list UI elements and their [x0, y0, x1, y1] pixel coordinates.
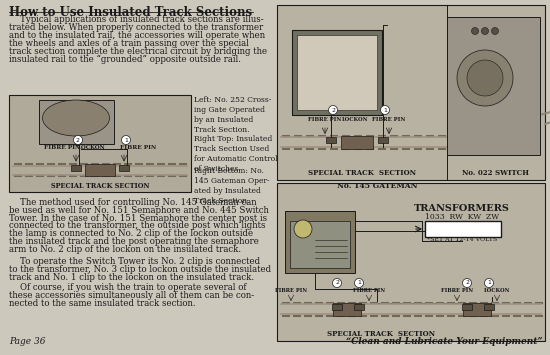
Circle shape	[485, 279, 493, 288]
Circle shape	[328, 105, 338, 115]
Text: 2: 2	[335, 280, 339, 285]
Text: The method used for controlling No. 145 Gateman can: The method used for controlling No. 145 …	[9, 198, 257, 207]
Bar	[462, 304, 472, 310]
Circle shape	[381, 105, 389, 115]
Text: and to the insulated rail, the accessories will operate when: and to the insulated rail, the accessori…	[9, 31, 265, 40]
Text: FIBRE PIN: FIBRE PIN	[309, 117, 342, 122]
Circle shape	[481, 27, 488, 34]
Text: FIBRE PIN: FIBRE PIN	[120, 145, 156, 150]
Text: Of course, if you wish the train to operate several of: Of course, if you wish the train to oper…	[9, 283, 246, 292]
Text: the lamp is connected to No. 2 clip of the lockon outside: the lamp is connected to No. 2 clip of t…	[9, 229, 253, 238]
Circle shape	[471, 27, 478, 34]
Bar	[277, 5, 545, 180]
Bar	[447, 17, 540, 155]
Bar	[9, 95, 191, 192]
Text: TRANSFORMERS: TRANSFORMERS	[414, 204, 510, 213]
Bar	[332, 304, 342, 310]
Text: FIBRE PIN: FIBRE PIN	[441, 288, 473, 293]
Text: 1: 1	[487, 280, 491, 285]
Text: B': B'	[466, 224, 478, 234]
Bar	[326, 137, 336, 143]
Text: 2: 2	[465, 280, 469, 285]
Text: Right Top: Insulated
Track Section Used
for Automatic Control
of Switches.: Right Top: Insulated Track Section Used …	[194, 135, 278, 173]
Bar	[119, 165, 129, 171]
Text: FIBRE PIN: FIBRE PIN	[44, 145, 80, 150]
Bar	[425, 221, 501, 237]
Text: the insulated track and the post operating the semaphore: the insulated track and the post operati…	[9, 237, 259, 246]
Bar	[341, 136, 373, 148]
Bar	[285, 211, 355, 273]
Circle shape	[492, 27, 498, 34]
Text: track section complete the electrical circuit by bridging the: track section complete the electrical ci…	[9, 47, 267, 56]
Text: 1: 1	[383, 108, 387, 113]
Ellipse shape	[42, 100, 109, 136]
Bar	[71, 165, 81, 171]
Text: SPECIAL TRACK  SECTION: SPECIAL TRACK SECTION	[308, 169, 416, 177]
Text: *SET AT 12-14 VOLTS: *SET AT 12-14 VOLTS	[427, 237, 497, 242]
Text: FIBRE PIN: FIBRE PIN	[353, 288, 385, 293]
Circle shape	[294, 220, 312, 238]
Text: these accessories simultaneously all of them can be con-: these accessories simultaneously all of …	[9, 291, 254, 300]
Text: to the transformer, No. 3 clip to lockon outside the insulated: to the transformer, No. 3 clip to lockon…	[9, 265, 271, 274]
Bar	[297, 35, 377, 110]
Text: nected to the same insulated track section.: nected to the same insulated track secti…	[9, 299, 196, 307]
Text: LOCKON: LOCKON	[342, 117, 369, 122]
Text: LOCKON: LOCKON	[484, 288, 510, 293]
Circle shape	[122, 136, 130, 144]
Text: 1033  RW  KW  ZW: 1033 RW KW ZW	[425, 213, 499, 221]
Bar	[354, 304, 364, 310]
Text: SPECIAL TRACK  SECTION: SPECIAL TRACK SECTION	[327, 330, 435, 338]
Bar	[39, 100, 114, 144]
Text: LOCKON: LOCKON	[78, 145, 106, 150]
Text: the wheels and axles of a train passing over the special: the wheels and axles of a train passing …	[9, 39, 249, 48]
Text: D: D	[449, 224, 458, 234]
Text: arm to No. 2 clip of the lockon on the insulated track.: arm to No. 2 clip of the lockon on the i…	[9, 245, 241, 254]
Bar	[463, 302, 491, 316]
Text: I.S.: I.S.	[96, 168, 104, 173]
Circle shape	[355, 279, 364, 288]
Text: Page 36: Page 36	[9, 337, 46, 346]
Text: 2: 2	[331, 108, 335, 113]
Bar	[85, 164, 115, 176]
Text: How to Use Insulated Track Sections: How to Use Insulated Track Sections	[9, 6, 252, 19]
Text: trated below. When properly connected to the transformer: trated below. When properly connected to…	[9, 23, 263, 32]
Text: ALTERNATE ROUTE
FOR WIRING: ALTERNATE ROUTE FOR WIRING	[291, 211, 353, 222]
Text: Tower. In the case of No. 151 Semaphore the center post is: Tower. In the case of No. 151 Semaphore …	[9, 214, 267, 223]
Text: track and No. 1 clip to the lockon on the insulated track.: track and No. 1 clip to the lockon on th…	[9, 273, 254, 282]
Text: FIBRE PIN: FIBRE PIN	[275, 288, 307, 293]
Text: connected to the transformer, the outside post which lights: connected to the transformer, the outsid…	[9, 222, 266, 230]
Text: FIBRE PIN: FIBRE PIN	[372, 117, 406, 122]
Bar	[484, 304, 494, 310]
Text: SPECIAL TRACK SECTION: SPECIAL TRACK SECTION	[51, 182, 149, 190]
Circle shape	[457, 50, 513, 106]
Text: insulated rail to the “grounded” opposite outside rail.: insulated rail to the “grounded” opposit…	[9, 55, 241, 64]
Text: Right Bottom: No.
145 Gateman Oper-
ated by Insulated
Track Section.: Right Bottom: No. 145 Gateman Oper- ated…	[194, 167, 270, 205]
Text: No. 022 SWITCH: No. 022 SWITCH	[461, 169, 529, 177]
Text: No. 145 GATEMAN: No. 145 GATEMAN	[337, 182, 417, 190]
Text: To operate the Switch Tower its No. 2 clip is connected: To operate the Switch Tower its No. 2 cl…	[9, 257, 260, 266]
Bar	[290, 221, 350, 268]
Bar	[333, 302, 361, 316]
Text: Typical applications of insulated track sections are illus-: Typical applications of insulated track …	[9, 16, 263, 24]
Circle shape	[74, 136, 82, 144]
Text: Left: No. 252 Cross-
ing Gate Operated
by an Insulated
Track Section.: Left: No. 252 Cross- ing Gate Operated b…	[194, 96, 271, 134]
Bar	[378, 137, 388, 143]
Circle shape	[467, 60, 503, 96]
Text: C: C	[431, 224, 438, 234]
Text: B: B	[487, 224, 496, 234]
Bar	[277, 183, 545, 341]
Circle shape	[333, 279, 342, 288]
Circle shape	[463, 279, 471, 288]
Text: 2: 2	[76, 137, 80, 142]
Text: 1: 1	[124, 137, 128, 142]
Text: 1: 1	[357, 280, 361, 285]
Bar	[292, 30, 382, 115]
Text: be used as well for No. 151 Semaphore and No. 445 Switch: be used as well for No. 151 Semaphore an…	[9, 206, 269, 215]
Text: “Clean and Lubricate Your Equipment”: “Clean and Lubricate Your Equipment”	[346, 337, 543, 346]
